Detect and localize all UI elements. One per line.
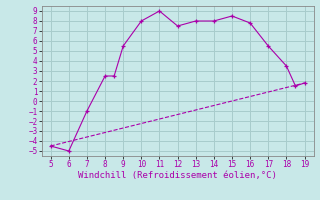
- X-axis label: Windchill (Refroidissement éolien,°C): Windchill (Refroidissement éolien,°C): [78, 171, 277, 180]
